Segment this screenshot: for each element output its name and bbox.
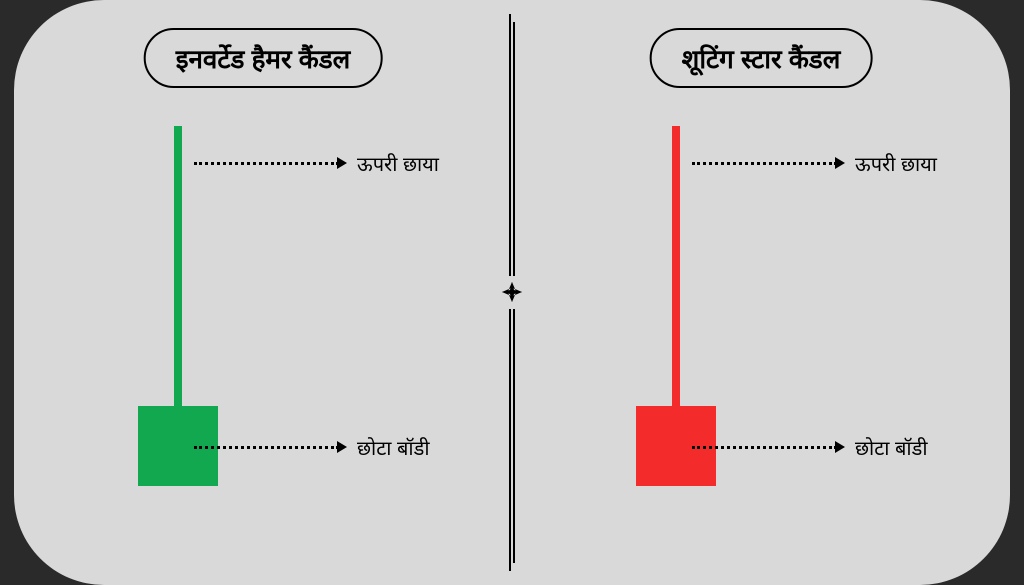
- annot-label: ऊपरी छाया: [357, 150, 439, 177]
- candle-left-wick: [174, 126, 182, 406]
- annot-right-0: ऊपरी छाया: [692, 152, 937, 174]
- center-ornament-icon: [500, 280, 524, 304]
- annot-label: छोटा बॉडी: [855, 434, 928, 461]
- annot-label: ऊपरी छाया: [855, 150, 937, 177]
- diagram-card: इनवर्टेड हैमर कैंडल ऊपरी छाया छोटा बॉडी …: [14, 0, 1010, 585]
- title-right: शूटिंग स्टार कैंडल: [650, 28, 873, 88]
- candle-left: ऊपरी छाया छोटा बॉडी: [138, 126, 488, 526]
- dotted-arrow-line: [692, 446, 837, 449]
- annot-label: छोटा बॉडी: [357, 434, 430, 461]
- panel-shooting-star: शूटिंग स्टार कैंडल ऊपरी छाया छोटा बॉडी: [512, 0, 1010, 585]
- annot-left-0: ऊपरी छाया: [194, 152, 439, 174]
- candle-right-wick: [672, 126, 680, 406]
- dotted-arrow-line: [692, 162, 837, 165]
- annot-right-1: छोटा बॉडी: [692, 436, 928, 458]
- panel-inverted-hammer: इनवर्टेड हैमर कैंडल ऊपरी छाया छोटा बॉडी: [14, 0, 512, 585]
- annot-left-1: छोटा बॉडी: [194, 436, 430, 458]
- dotted-arrow-line: [194, 446, 339, 449]
- candle-right: ऊपरी छाया छोटा बॉडी: [636, 126, 986, 526]
- dotted-arrow-line: [194, 162, 339, 165]
- title-left: इनवर्टेड हैमर कैंडल: [144, 28, 383, 88]
